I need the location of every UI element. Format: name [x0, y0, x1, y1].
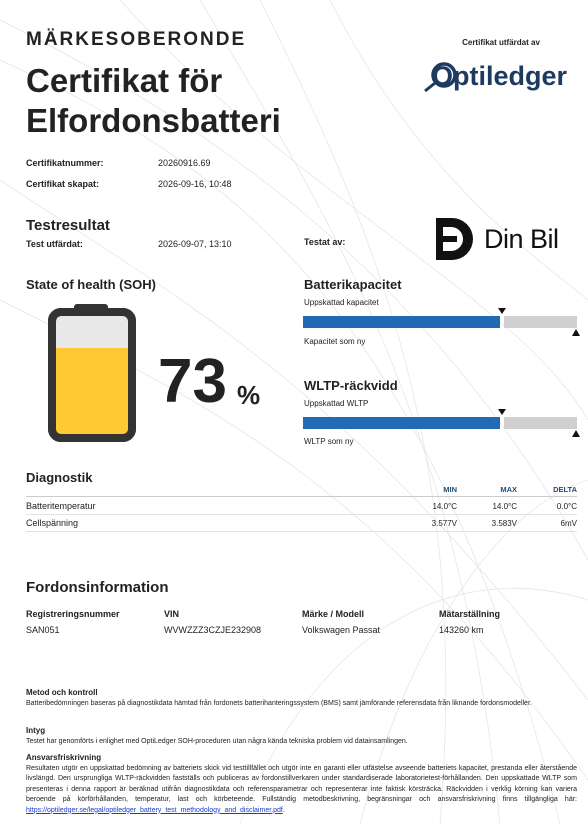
- soh-unit: %: [237, 380, 261, 410]
- cell: 3.577V: [431, 519, 457, 528]
- divider: [26, 496, 577, 497]
- cell: 14.0°C: [492, 502, 517, 511]
- soh-value: 73: [158, 347, 227, 416]
- row-label: Cellspänning: [26, 518, 79, 528]
- estimated-bar: [303, 417, 500, 429]
- disclaimer-text: Resultaten utgör en uppskattad bedömning…: [26, 765, 577, 804]
- value: 2026-09-16, 10:48: [158, 179, 232, 189]
- cell: 3.583V: [491, 519, 517, 528]
- section-heading: State of health (SOH): [26, 277, 157, 292]
- cell: 6mV: [560, 519, 577, 528]
- divider: [26, 531, 577, 532]
- field-label: VIN: [164, 609, 180, 619]
- remaining-bar: [504, 417, 577, 429]
- label: Testat av:: [304, 237, 346, 247]
- section-heading: Testresultat: [26, 217, 110, 234]
- label: Test utfärdat:: [26, 239, 83, 249]
- row-label: Batteritemperatur: [26, 501, 96, 511]
- field-value: Volkswagen Passat: [302, 625, 381, 635]
- tester-logo: Din Bil: [436, 218, 559, 260]
- issuer-logo: Optiledger: [424, 61, 568, 93]
- column-header: MIN: [443, 485, 457, 494]
- brand-line: MÄRKESOBERONDE: [26, 29, 247, 50]
- footer-heading: Metod och kontroll: [26, 688, 98, 697]
- footer-heading: Intyg: [26, 726, 46, 735]
- bar-markers: [498, 409, 580, 437]
- remaining-bar: [504, 316, 577, 328]
- section-heading: WLTP-räckvidd: [304, 378, 398, 393]
- value: 2026-09-07, 13:10: [158, 239, 232, 249]
- footer-text: Resultaten utgör en uppskattad bedömning…: [26, 764, 577, 816]
- section-heading: Diagnostik: [26, 470, 93, 485]
- field-label: Mätarställning: [439, 609, 501, 619]
- footer-text: Batteribedömningen baseras på diagnostik…: [26, 700, 532, 707]
- field-label: Märke / Modell: [302, 609, 365, 619]
- cell: 0.0°C: [556, 502, 577, 511]
- disclaimer-end: .: [282, 806, 285, 814]
- bar-label: Uppskattad kapacitet: [304, 298, 379, 307]
- column-header: DELTA: [553, 485, 577, 494]
- bar-markers: [498, 308, 580, 336]
- issued-by: Certifikat utfärdat av: [462, 38, 540, 47]
- bar-label: Kapacitet som ny: [304, 337, 366, 346]
- cell: 14.0°C: [432, 502, 457, 511]
- divider: [26, 514, 577, 515]
- label: Certifikatnummer:: [26, 158, 104, 168]
- section-heading: Batterikapacitet: [304, 277, 402, 292]
- disclaimer-link[interactable]: https://optiledger.se/legal/optiledger_b…: [26, 806, 283, 814]
- section-heading: Fordonsinformation: [26, 579, 169, 596]
- issuer-logo-text: Optiledger: [432, 61, 568, 91]
- field-label: Registreringsnummer: [26, 609, 120, 619]
- title: Elfordonsbatteri: [26, 102, 281, 139]
- field-value: WVWZZZ3CZJE232908: [164, 625, 262, 635]
- bar-label: WLTP som ny: [304, 437, 354, 446]
- field-value: 143260 km: [439, 625, 484, 635]
- title: Certifikat för: [26, 62, 223, 99]
- column-header: MAX: [500, 485, 517, 494]
- footer-heading: Ansvarsfriskrivning: [26, 753, 102, 762]
- tester-logo-text: Din Bil: [484, 224, 559, 254]
- footer-text: Testet har genomförts i enlighet med Opt…: [26, 738, 408, 745]
- bar-label: Uppskattad WLTP: [304, 399, 369, 408]
- estimated-bar: [303, 316, 500, 328]
- value: 20260916.69: [158, 158, 211, 168]
- battery-icon: [48, 304, 136, 442]
- field-value: SAN051: [26, 625, 60, 635]
- label: Certifikat skapat:: [26, 179, 100, 189]
